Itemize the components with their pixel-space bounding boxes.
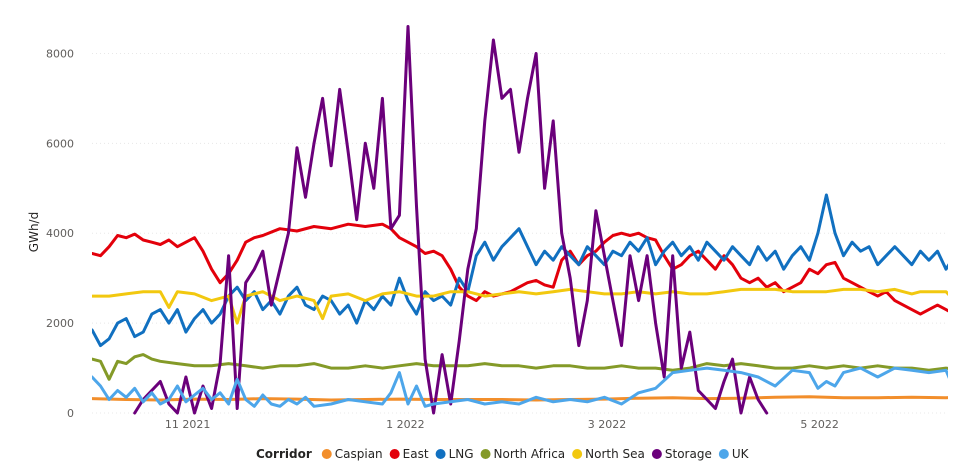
legend-label: UK xyxy=(732,447,750,461)
legend-item-caspian[interactable]: Caspian xyxy=(321,447,383,461)
legend-item-storage[interactable]: Storage xyxy=(651,447,712,461)
legend-title: Corridor xyxy=(256,447,312,461)
series-lines xyxy=(92,25,948,415)
series-line-uk xyxy=(92,366,948,408)
series-line-lng xyxy=(92,193,948,348)
legend-item-uk[interactable]: UK xyxy=(718,447,750,461)
legend-label: North Sea xyxy=(585,447,645,461)
y-tick-label: 2000 xyxy=(46,317,74,330)
y-tick-label: 0 xyxy=(67,407,74,420)
legend-marker xyxy=(321,449,332,459)
legend-item-east[interactable]: East xyxy=(389,447,429,461)
y-tick-label: 4000 xyxy=(46,227,74,240)
legend-label: East xyxy=(403,447,429,461)
x-tick-label: 3 2022 xyxy=(588,418,627,431)
legend-label: North Africa xyxy=(494,447,566,461)
legend-label: LNG xyxy=(449,447,474,461)
x-tick-label: 1 2022 xyxy=(386,418,425,431)
legend-label: Storage xyxy=(665,447,712,461)
x-tick-label: 5 2022 xyxy=(800,418,839,431)
series-line-storage xyxy=(133,25,769,415)
y-axis-title: GWh/d xyxy=(27,212,41,252)
legend-marker xyxy=(480,449,491,459)
y-axis-ticks: 0 2000 4000 6000 8000 xyxy=(46,47,74,420)
legend-marker xyxy=(651,449,662,459)
legend-label: Caspian xyxy=(335,447,383,461)
y-tick-label: 6000 xyxy=(46,137,74,150)
legend-item-north-sea[interactable]: North Sea xyxy=(572,447,645,461)
legend-marker xyxy=(389,449,400,459)
legend-marker xyxy=(572,449,583,459)
x-tick-label: 11 2021 xyxy=(165,418,211,431)
series-line-north-africa xyxy=(92,353,948,381)
legend-marker xyxy=(718,449,729,459)
legend-item-lng[interactable]: LNG xyxy=(435,447,474,461)
legend-item-north-africa[interactable]: North Africa xyxy=(480,447,566,461)
y-tick-label: 8000 xyxy=(46,47,74,60)
legend[interactable]: Corridor Caspian East LNG North Africa North… xyxy=(256,447,750,461)
legend-marker xyxy=(435,449,446,459)
series-line-caspian xyxy=(92,395,948,402)
